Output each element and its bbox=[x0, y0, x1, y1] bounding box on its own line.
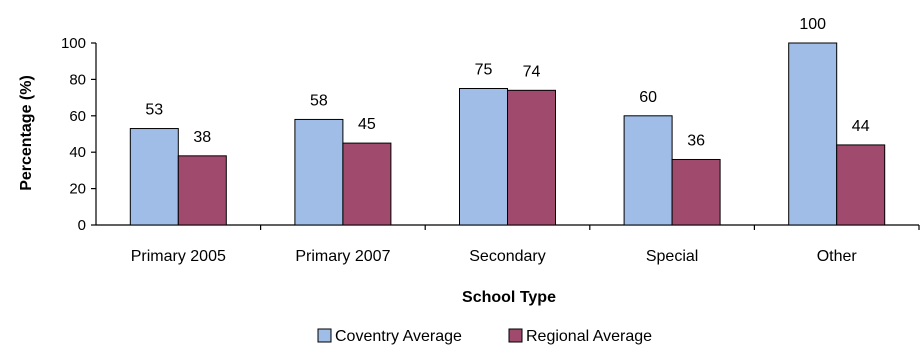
y-tick-label: 20 bbox=[69, 181, 86, 198]
data-label: 36 bbox=[687, 132, 705, 149]
data-label: 53 bbox=[145, 102, 163, 119]
bar-coventry-0 bbox=[129, 128, 179, 226]
data-label: 38 bbox=[193, 129, 211, 146]
data-label: 100 bbox=[799, 16, 826, 33]
y-tick-label: 60 bbox=[69, 108, 86, 125]
legend: Coventry Average Regional Average bbox=[317, 328, 652, 345]
bar-regional-1 bbox=[342, 142, 392, 226]
bar-regional-4 bbox=[836, 144, 886, 226]
data-label: 44 bbox=[852, 118, 870, 135]
bar-regional-0 bbox=[177, 155, 227, 226]
x-axis-title: School Type bbox=[462, 289, 556, 306]
data-label: 58 bbox=[310, 92, 328, 109]
bar-coventry-2 bbox=[459, 88, 508, 226]
y-tick-label: 100 bbox=[61, 35, 86, 52]
plot-area: 0 20 40 60 80 100 Primary 2005 53 38 Primary 2007… bbox=[61, 16, 920, 265]
y-tick-label: 40 bbox=[69, 144, 86, 161]
y-tick-label: 0 bbox=[78, 217, 86, 234]
bar-regional-2 bbox=[507, 89, 556, 226]
data-label: 75 bbox=[475, 62, 493, 79]
x-tick-label: Primary 2007 bbox=[295, 248, 390, 265]
x-tick-label: Primary 2005 bbox=[131, 248, 226, 265]
y-tick-label: 80 bbox=[69, 71, 86, 88]
bar-coventry-3 bbox=[623, 115, 673, 226]
data-label: 45 bbox=[358, 116, 376, 133]
x-tick-label: Secondary bbox=[469, 248, 546, 265]
x-tick-label: Special bbox=[646, 248, 698, 265]
legend-swatch-1 bbox=[508, 328, 523, 343]
legend-label-0: Coventry Average bbox=[335, 328, 462, 345]
legend-label-1: Regional Average bbox=[526, 328, 652, 345]
bar-regional-3 bbox=[671, 158, 721, 226]
bar-coventry-1 bbox=[294, 118, 344, 226]
data-label: 74 bbox=[523, 63, 541, 80]
bar-coventry-4 bbox=[788, 42, 838, 226]
x-tick-label: Other bbox=[817, 248, 858, 265]
legend-swatch-0 bbox=[317, 328, 332, 343]
data-label: 60 bbox=[639, 89, 657, 106]
y-axis-title: Percentage (%) bbox=[18, 75, 35, 191]
